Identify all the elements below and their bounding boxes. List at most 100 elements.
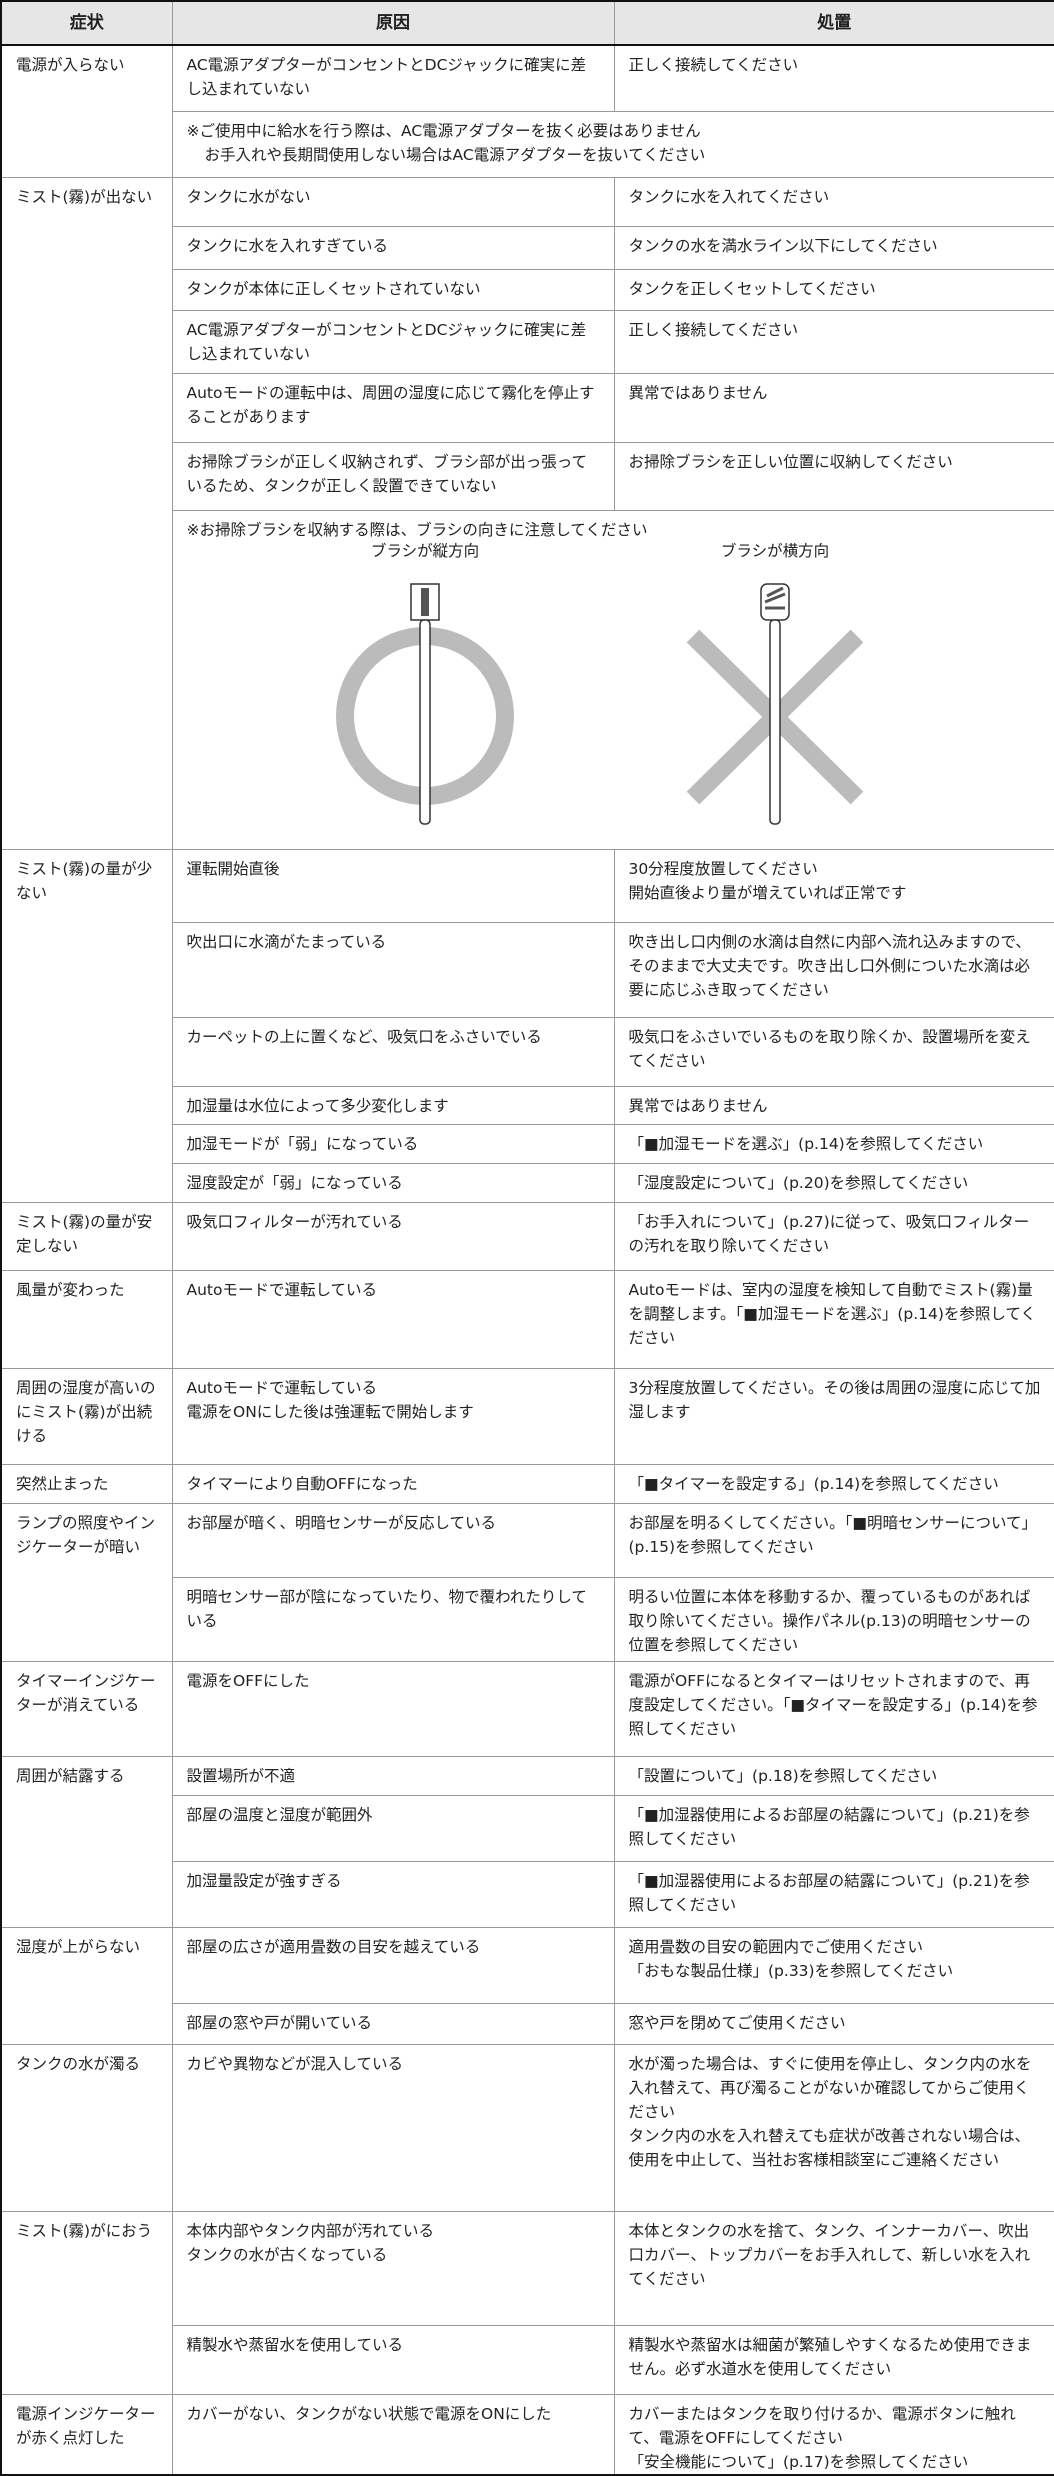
cause: 設置場所が不適 <box>171 1755 615 1796</box>
action: タンクの水を満水ライン以下にしてください <box>613 225 1054 270</box>
cause: 加湿量設定が強すぎる <box>171 1860 615 1928</box>
table-row: 周囲が結露する 設置場所が不適 「設置について」(p.18)を参照してください <box>0 1755 1054 1928</box>
cause: 精製水や蒸留水を使用している <box>171 2324 615 2395</box>
header-cause: 原因 <box>171 0 615 46</box>
table-row: 加湿モードが「弱」になっている 「■加湿モードを選ぶ」(p.14)を参照してくださ… <box>1 1123 1054 1164</box>
note-cell: ※お掃除ブラシを収納する際は、ブラシの向きに注意してください ブラシが縦方向 ブ… <box>171 509 1054 850</box>
header-symptom: 症状 <box>0 0 173 46</box>
cause: 電源をOFFにした <box>171 1660 615 1757</box>
brush-handle <box>418 618 431 825</box>
table-row: 湿度設定が「弱」になっている 「湿度設定について」(p.20)を参照してください <box>1 1162 1054 1203</box>
table-row: 加湿量は水位によって多少変化します 異常ではありません <box>1 1085 1054 1125</box>
symptom: タンクの水が濁る <box>0 2043 173 2212</box>
cause: タンクに水を入れすぎている <box>171 225 615 270</box>
table-row: 明暗センサー部が陰になっていたり、物で覆われたりしている 明るい位置に本体を移動す… <box>1 1576 1054 1662</box>
symptom: ミスト(霧)がにおう <box>0 2210 173 2395</box>
cause: タイマーにより自動OFFになった <box>171 1463 615 1504</box>
brush-handle <box>768 618 781 825</box>
action: 3分程度放置してください。その後は周囲の湿度に応じて加湿します <box>613 1367 1054 1465</box>
action: 正しく接続してください <box>613 309 1054 374</box>
cause: 明暗センサー部が陰になっていたり、物で覆われたりしている <box>171 1576 615 1662</box>
table-row: ミスト(霧)が出ない タンクに水がない タンクに水を入れてください <box>0 176 1054 850</box>
action: お掃除ブラシを正しい位置に収納してください <box>613 441 1054 511</box>
symptom: タイマーインジケーターが消えている <box>0 1660 173 1757</box>
caption-good: ブラシが縦方向 <box>370 542 478 560</box>
brush-bristle <box>420 587 429 616</box>
symptom: 周囲が結露する <box>0 1755 173 1928</box>
header-action: 処置 <box>613 0 1054 46</box>
cause: 運転開始直後 <box>171 848 615 923</box>
cause: 湿度設定が「弱」になっている <box>171 1162 615 1203</box>
note-cell: ※ご使用中に給水を行う際は、AC電源アダプターを抜く必要はありません お手入れや… <box>171 110 1054 178</box>
symptom: 風量が変わった <box>0 1269 173 1369</box>
table-row: タイマーインジケーターが消えている 電源をOFFにした 電源がOFFになるとタイマー… <box>0 1660 1054 1757</box>
action: タンクを正しくセットしてください <box>613 268 1054 311</box>
brush-figure: ブラシが縦方向 ブラシが横方向 <box>335 542 863 825</box>
cause: 部屋の温度と湿度が範囲外 <box>171 1794 615 1862</box>
action: 「■加湿器使用によるお部屋の結露について」(p.21)を参照してください <box>613 1794 1054 1862</box>
action: カバーまたはタンクを取り付けるか、電源ボタンに触れて、電源をOFFにしてください… <box>613 2393 1054 2476</box>
caption-bad: ブラシが横方向 <box>720 542 828 560</box>
table-row: 加湿量設定が強すぎる 「■加湿器使用によるお部屋の結露について」(p.21)を参照… <box>1 1860 1054 1928</box>
action: 水が濁った場合は、すぐに使用を停止し、タンク内の水を入れ替えて、再び濁ることがな… <box>613 2043 1054 2212</box>
table-row: 周囲の湿度が高いのにミスト(霧)が出続ける Autoモードで運転している 電源をO… <box>0 1367 1054 1465</box>
cause: お掃除ブラシが正しく収納されず、ブラシ部が出っ張っているため、タンクが正しく設置… <box>171 441 615 511</box>
action: 本体とタンクの水を捨て、タンク、インナーカバー、吹出口カバー、トップカバーをお手… <box>613 2210 1054 2326</box>
action: 「湿度設定について」(p.20)を参照してください <box>613 1162 1054 1203</box>
table-row: ※ご使用中に給水を行う際は、AC電源アダプターを抜く必要はありません お手入れや… <box>1 110 1054 178</box>
table-row: 吹出口に水滴がたまっている 吹き出し口内側の水滴は自然に内部へ流れ込みますので、そ… <box>1 921 1054 1018</box>
table-row: ミスト(霧)の量が安定しない 吸気口フィルターが汚れている 「お手入れについて」(p… <box>0 1201 1054 1271</box>
cause: 加湿量は水位によって多少変化します <box>171 1085 615 1125</box>
action: 吹き出し口内側の水滴は自然に内部へ流れ込みますので、そのままで大丈夫です。吹き出… <box>613 921 1054 1018</box>
cause: 吹出口に水滴がたまっている <box>171 921 615 1018</box>
symptom: 湿度が上がらない <box>0 1926 173 2045</box>
action: 「■タイマーを設定する」(p.14)を参照してください <box>613 1463 1054 1504</box>
table-row: 部屋の温度と湿度が範囲外 「■加湿器使用によるお部屋の結露について」(p.21)を… <box>1 1794 1054 1862</box>
header-row: 症状 原因 処置 <box>0 0 1054 46</box>
cause: 吸気口フィルターが汚れている <box>171 1201 615 1271</box>
symptom: 突然止まった <box>0 1463 173 1504</box>
action: 「■加湿モードを選ぶ」(p.14)を参照してください <box>613 1123 1054 1164</box>
action: 「お手入れについて」(p.27)に従って、吸気口フィルターの汚れを取り除いてくだ… <box>613 1201 1054 1271</box>
cause: カーペットの上に置くなど、吸気口をふさいでいる <box>171 1016 615 1087</box>
table-row: 風量が変わった Autoモードで運転している Autoモードは、室内の湿度を検知して… <box>0 1269 1054 1369</box>
table-row: ミスト(霧)の量が少ない 運転開始直後 30分程度放置してください 開始直後より量が… <box>0 848 1054 1203</box>
table-row: ミスト(霧)がにおう 本体内部やタンク内部が汚れている タンクの水が古くなっている… <box>0 2210 1054 2395</box>
table-row: 突然止まった タイマーにより自動OFFになった 「■タイマーを設定する」(p.14)… <box>0 1463 1054 1504</box>
table-row: ※お掃除ブラシを収納する際は、ブラシの向きに注意してください ブラシが縦方向 ブ… <box>1 509 1054 850</box>
action: 30分程度放置してください 開始直後より量が増えていれば正常です <box>613 848 1054 923</box>
action: 窓や戸を閉めてご使用ください <box>613 2002 1054 2045</box>
action: お部屋を明るくしてください。「■明暗センサーについて」(p.15)を参照してくだ… <box>613 1502 1054 1578</box>
symptom: ミスト(霧)が出ない <box>0 176 173 850</box>
note-text: ※ご使用中に給水を行う際は、AC電源アダプターを抜く必要はありません お手入れや… <box>186 121 706 164</box>
cause: AC電源アダプターがコンセントとDCジャックに確実に差し込まれていない <box>171 309 615 374</box>
symptom: ミスト(霧)の量が安定しない <box>0 1201 173 1271</box>
cause: カバーがない、タンクがない状態で電源をONにした <box>171 2393 615 2476</box>
note-text: ※お掃除ブラシを収納する際は、ブラシの向きに注意してください <box>186 520 648 539</box>
cause: タンクが本体に正しくセットされていない <box>171 268 615 311</box>
cause: 部屋の窓や戸が開いている <box>171 2002 615 2045</box>
symptom: ランプの照度やインジケーターが暗い <box>0 1502 173 1662</box>
cause: お部屋が暗く、明暗センサーが反応している <box>171 1502 615 1578</box>
action: 正しく接続してください <box>613 44 1054 112</box>
table-row: タンクの水が濁る カビや異物などが混入している 水が濁った場合は、すぐに使用を停止し… <box>0 2043 1054 2212</box>
symptom: 電源インジケーターが赤く点灯した <box>0 2393 173 2476</box>
action: 異常ではありません <box>613 1085 1054 1125</box>
action: 明るい位置に本体を移動するか、覆っているものがあれば取り除いてください。操作パネ… <box>613 1576 1054 1662</box>
cause: 部屋の広さが適用畳数の目安を越えている <box>171 1926 615 2004</box>
cause: カビや異物などが混入している <box>171 2043 615 2212</box>
action: 異常ではありません <box>613 372 1054 443</box>
action: 吸気口をふさいでいるものを取り除くか、設置場所を変えてください <box>613 1016 1054 1087</box>
table-row: カーペットの上に置くなど、吸気口をふさいでいる 吸気口をふさいでいるものを取り除く… <box>1 1016 1054 1087</box>
action: Autoモードは、室内の湿度を検知して自動でミスト(霧)量を調整します。「■加湿… <box>613 1269 1054 1369</box>
symptom: 電源が入らない <box>0 44 173 178</box>
symptom: ミスト(霧)の量が少ない <box>0 848 173 1203</box>
table-row: 湿度が上がらない 部屋の広さが適用畳数の目安を越えている 適用畳数の目安の範囲内でご… <box>0 1926 1054 2045</box>
action: 適用畳数の目安の範囲内でご使用ください 「おもな製品仕様」(p.33)を参照して… <box>613 1926 1054 2004</box>
table-row: お掃除ブラシが正しく収納されず、ブラシ部が出っ張っているため、タンクが正しく設置… <box>1 441 1054 511</box>
table-row: 電源インジケーターが赤く点灯した カバーがない、タンクがない状態で電源をONにした… <box>0 2393 1054 2476</box>
cause: 加湿モードが「弱」になっている <box>171 1123 615 1164</box>
action: 精製水や蒸留水は細菌が繁殖しやすくなるため使用できません。必ず水道水を使用してく… <box>613 2324 1054 2395</box>
action: タンクに水を入れてください <box>613 176 1054 227</box>
